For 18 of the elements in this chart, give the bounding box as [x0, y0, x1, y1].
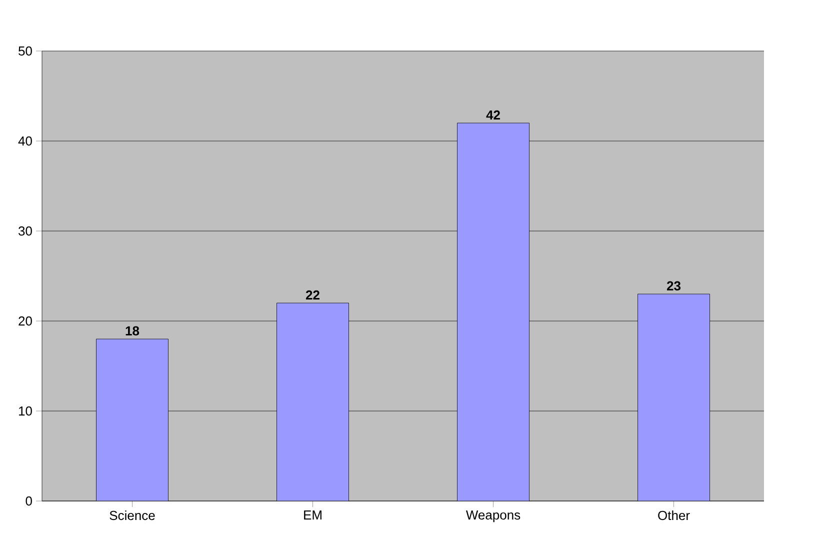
y-tick-label: 50	[18, 46, 32, 56]
y-tick-label: 20	[18, 316, 32, 326]
bar	[276, 302, 349, 501]
data-label: 22	[306, 290, 320, 300]
y-tick-label: 0	[26, 496, 32, 506]
bar	[96, 338, 168, 501]
y-tick-label: 10	[19, 406, 32, 416]
x-tick-label: Other	[658, 510, 690, 520]
bar	[638, 294, 710, 501]
x-tick-label: Weapons	[466, 510, 520, 522]
y-tick-label: 40	[18, 136, 32, 146]
x-tick-label: EM	[304, 510, 322, 520]
y-tick-label: 30	[18, 226, 32, 236]
data-label: 42	[486, 110, 500, 120]
x-tick-label: Science	[110, 510, 155, 520]
bar	[457, 122, 530, 501]
data-label: 18	[126, 326, 140, 336]
data-label: 23	[666, 281, 681, 290]
